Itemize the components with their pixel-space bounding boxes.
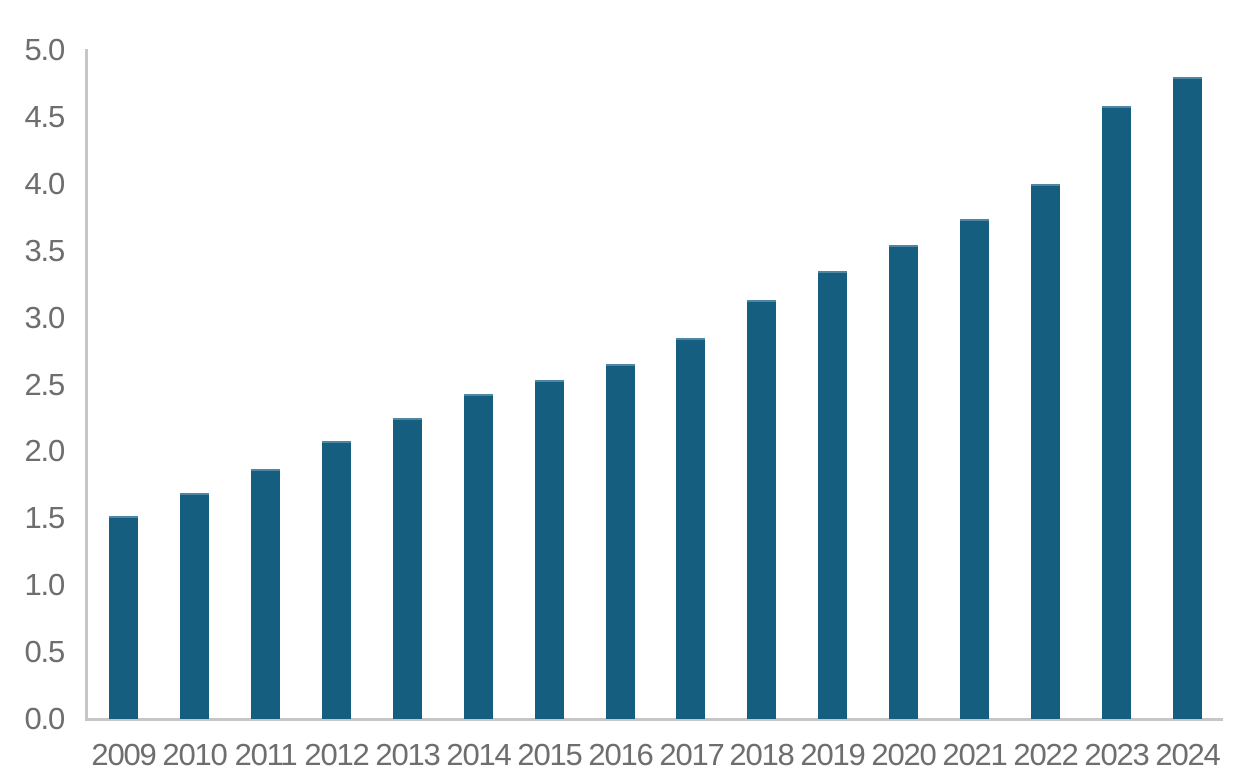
x-tick-label-2023: 2023: [1084, 737, 1149, 772]
bar-2015: [535, 380, 564, 719]
bar-2014: [464, 394, 493, 719]
bar-2019: [818, 271, 847, 719]
bar-2022: [1031, 184, 1060, 719]
x-tick-label-2014: 2014: [446, 737, 511, 772]
bar-2018: [747, 300, 776, 719]
y-tick-label-3.0: 3.0: [24, 299, 66, 335]
x-axis-line: [85, 718, 1223, 721]
bar-2020: [889, 245, 918, 719]
x-tick-label-2017: 2017: [659, 737, 724, 772]
x-tick-label-2013: 2013: [375, 737, 440, 772]
x-tick-label-2018: 2018: [729, 737, 794, 772]
y-tick-label-5.0: 5.0: [24, 32, 66, 67]
y-tick-label-4.5: 4.5: [24, 98, 66, 134]
x-tick-label-2024: 2024: [1155, 737, 1220, 772]
y-tick-label-0.5: 0.5: [24, 634, 66, 670]
y-tick-label-3.5: 3.5: [24, 232, 66, 268]
bar-2023: [1102, 106, 1131, 719]
x-tick-label-2022: 2022: [1013, 737, 1078, 772]
x-tick-label-2019: 2019: [800, 737, 865, 772]
y-tick-label-2.0: 2.0: [24, 433, 66, 469]
bar-2016: [606, 364, 635, 719]
bar-2013: [393, 418, 422, 719]
y-tick-label-1.5: 1.5: [24, 500, 66, 536]
y-tick-label-2.5: 2.5: [24, 366, 66, 402]
bar-2012: [322, 441, 351, 719]
bar-2021: [960, 219, 989, 719]
y-axis-line: [85, 49, 88, 721]
bar-2011: [251, 469, 280, 719]
x-tick-label-2020: 2020: [871, 737, 936, 772]
y-tick-label-0.0: 0.0: [24, 701, 66, 736]
bar-2017: [676, 338, 705, 719]
y-tick-label-4.0: 4.0: [24, 165, 66, 201]
x-tick-label-2015: 2015: [517, 737, 582, 772]
x-tick-label-2009: 2009: [91, 737, 156, 772]
x-tick-label-2021: 2021: [942, 737, 1007, 772]
y-tick-label-1.0: 1.0: [24, 567, 66, 603]
x-tick-label-2011: 2011: [234, 737, 298, 772]
bar-2010: [180, 493, 209, 719]
x-tick-label-2016: 2016: [588, 737, 653, 772]
x-tick-label-2010: 2010: [162, 737, 227, 772]
bar-2009: [109, 516, 138, 719]
x-tick-label-2012: 2012: [304, 737, 369, 772]
bar-2024: [1173, 77, 1202, 719]
